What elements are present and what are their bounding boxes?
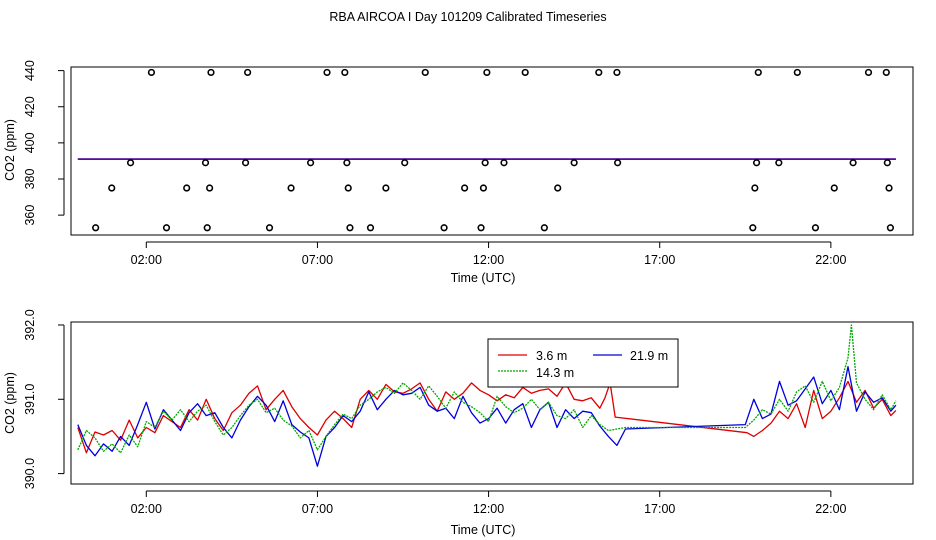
data-point (207, 68, 215, 77)
data-point (751, 184, 759, 192)
legend-label-14-3m: 14.3 m (536, 366, 574, 380)
y-tick-label: 360 (23, 205, 37, 226)
data-point (382, 184, 390, 192)
y-tick-label: 391.0 (23, 384, 37, 415)
y-axis-label: CO2 (ppm) (3, 119, 17, 181)
data-point (401, 159, 409, 167)
data-point (811, 224, 820, 232)
data-point (754, 68, 762, 77)
data-point (203, 224, 211, 232)
x-tick-label: 02:00 (131, 502, 162, 516)
x-tick-label: 17:00 (644, 253, 675, 267)
data-point (147, 68, 156, 77)
data-point (265, 224, 274, 232)
data-point (244, 68, 252, 77)
y-tick-label: 400 (23, 132, 37, 153)
data-point (613, 68, 621, 77)
x-tick-label: 17:00 (644, 502, 675, 516)
data-point (366, 224, 375, 232)
y-axis: 390.0 391.0 392.0 (23, 309, 65, 489)
plot-marks (77, 324, 897, 467)
x-tick-label: 07:00 (302, 502, 333, 516)
x-axis: 02:00 07:00 12:00 17:00 22:00 (131, 490, 847, 516)
data-point (344, 184, 352, 192)
data-point (343, 159, 351, 167)
x-tick-label: 22:00 (815, 253, 846, 267)
data-point (483, 68, 491, 77)
data-point (749, 224, 757, 232)
legend-box (487, 338, 679, 388)
series-line-3-6-m (77, 380, 897, 454)
data-point (287, 184, 295, 192)
data-point (162, 224, 171, 232)
legend: 3.6 m 21.9 m 14.3 m (487, 338, 679, 388)
data-point (885, 184, 893, 192)
data-point (206, 184, 214, 192)
x-axis-label: Time (UTC) (451, 523, 516, 537)
data-point (183, 184, 191, 192)
x-tick-label: 02:00 (131, 253, 162, 267)
data-point (882, 68, 890, 77)
data-point (323, 68, 331, 77)
plot-frame (70, 66, 914, 236)
data-point (614, 159, 622, 167)
y-tick-label: 390.0 (23, 458, 37, 489)
y-tick-label: 420 (23, 96, 37, 117)
y-tick-label: 380 (23, 169, 37, 190)
data-point (830, 184, 838, 192)
data-point (479, 184, 488, 192)
data-point (849, 159, 857, 167)
y-axis-label: CO2 (ppm) (3, 372, 17, 434)
data-point (752, 159, 761, 167)
data-point (108, 184, 116, 192)
x-tick-label: 12:00 (473, 253, 504, 267)
y-axis: 360 380 400 420 440 (23, 60, 65, 226)
data-point (201, 159, 210, 167)
data-point (346, 224, 354, 232)
line-panel: 390.0 391.0 392.0 02:00 07:00 12:00 17:00 22:0… (3, 309, 914, 537)
data-point (570, 159, 578, 167)
x-axis: 02:00 07:00 12:00 17:00 22:00 (131, 241, 847, 267)
plot-frame (70, 321, 914, 485)
data-point (440, 224, 448, 232)
data-point (775, 159, 783, 167)
data-point (793, 68, 801, 77)
x-tick-label: 12:00 (473, 502, 504, 516)
data-point (500, 159, 508, 167)
data-point (883, 159, 891, 167)
data-point (540, 224, 548, 232)
x-tick-label: 07:00 (302, 253, 333, 267)
figure-title: RBA AIRCOA I Day 101209 Calibrated Times… (329, 10, 606, 24)
data-point (241, 159, 250, 167)
data-point (306, 159, 315, 167)
data-point (864, 68, 873, 77)
series-line-21-9-m (77, 365, 897, 467)
data-point (477, 224, 485, 232)
plot-marks (77, 68, 896, 232)
data-point (595, 68, 603, 77)
y-tick-label: 392.0 (23, 309, 37, 340)
data-point (421, 68, 429, 77)
data-point (92, 224, 100, 232)
data-point (341, 68, 349, 77)
data-point (481, 159, 489, 167)
y-tick-label: 440 (23, 60, 37, 81)
series-line-14-3-m (77, 324, 897, 454)
data-point (521, 68, 529, 77)
data-point (554, 184, 562, 192)
legend-label-3-6m: 3.6 m (536, 349, 567, 363)
data-point (886, 224, 895, 232)
x-axis-label: Time (UTC) (451, 271, 516, 285)
legend-label-21-9m: 21.9 m (630, 349, 668, 363)
scatter-panel: 360 380 400 420 440 02:00 07:00 12:00 17:00 22:0… (3, 60, 914, 285)
x-tick-label: 22:00 (815, 502, 846, 516)
data-point (126, 159, 135, 167)
data-point (461, 184, 469, 192)
